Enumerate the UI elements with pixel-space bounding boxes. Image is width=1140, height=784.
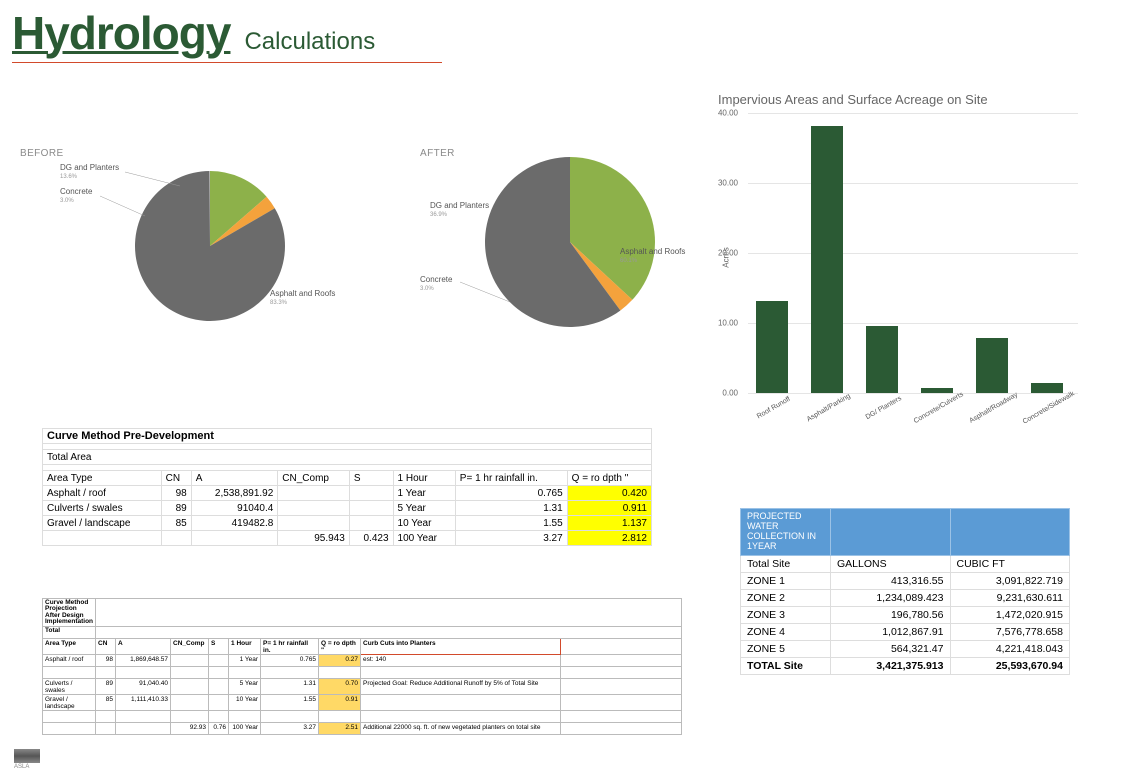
x-label: Concrete/Culverts: [913, 391, 965, 425]
table-after: Curve Method Projection After Design Imp…: [42, 598, 682, 735]
y-tick: 30.00: [718, 179, 738, 188]
pie-slice-label: Concrete: [60, 187, 93, 196]
bar: [1031, 383, 1063, 393]
pie-slice-label: DG and Planters: [430, 201, 489, 210]
projected-water-table: PROJECTED WATER COLLECTION IN 1YEARTotal…: [740, 508, 1070, 675]
page-header: Hydrology Calculations: [0, 0, 1140, 62]
bar-chart-section: Impervious Areas and Surface Acreage on …: [718, 92, 1098, 442]
table-pre: Curve Method Pre-DevelopmentTotal AreaAr…: [42, 428, 652, 546]
pie-before-chart: DG and Planters 13.6% Concrete 3.0% Asphalt …: [60, 156, 340, 336]
bar: [976, 338, 1008, 393]
pie-charts-section: BEFORE DG and Planters 13.6% Concrete 3.0% A…: [20, 146, 700, 346]
bar: [921, 388, 953, 393]
footer-logo: ASLA: [14, 749, 40, 770]
pie-slice-pct: 60.1%: [620, 258, 638, 264]
bar: [866, 326, 898, 393]
table-projection: PROJECTED WATER COLLECTION IN 1YEARTotal…: [740, 508, 1070, 675]
pie-before-label: BEFORE: [20, 148, 64, 159]
curve-method-pre-table: Curve Method Pre-DevelopmentTotal AreaAr…: [42, 428, 652, 546]
bar-chart-title: Impervious Areas and Surface Acreage on …: [718, 92, 1098, 107]
title-sub: Calculations: [244, 28, 375, 56]
pie-after-chart: DG and Planters 36.9% Concrete 3.0% Asphalt …: [420, 152, 740, 342]
pie-slice-label: DG and Planters: [60, 163, 119, 172]
x-label: Asphalt/Roadway: [968, 391, 1019, 424]
pie-slice-pct: 36.9%: [430, 212, 448, 218]
curve-method-after-table: Curve Method Projection After Design Imp…: [42, 598, 682, 735]
y-tick: 40.00: [718, 109, 738, 118]
title-main: Hydrology: [12, 6, 230, 60]
pie-slice-pct: 3.0%: [60, 198, 74, 204]
x-label: DG/ Planters: [865, 395, 903, 421]
header-underline: [12, 62, 442, 63]
logo-icon: [14, 749, 40, 763]
pie-slice-label: Asphalt and Roofs: [620, 247, 685, 256]
x-label: Concrete/Sidewalk: [1022, 390, 1076, 425]
x-label: Roof Runoff: [756, 396, 792, 421]
y-tick: 10.00: [718, 319, 738, 328]
pie-slice-label: Asphalt and Roofs: [270, 289, 335, 298]
y-tick: 20.00: [718, 249, 738, 258]
pie-slice-pct: 13.6%: [60, 174, 78, 180]
bar-chart-plot: Acres 0.0010.0020.0030.0040.00Roof Runof…: [718, 113, 1078, 393]
y-tick: 0.00: [722, 389, 738, 398]
pie-slice-pct: 3.0%: [420, 286, 434, 292]
bar: [811, 126, 843, 393]
bar: [756, 301, 788, 393]
pie-slice-pct: 83.3%: [270, 300, 288, 306]
footer-org: ASLA: [14, 764, 29, 770]
pie-slice-label: Concrete: [420, 275, 453, 284]
x-label: Asphalt/Parking: [806, 393, 852, 424]
